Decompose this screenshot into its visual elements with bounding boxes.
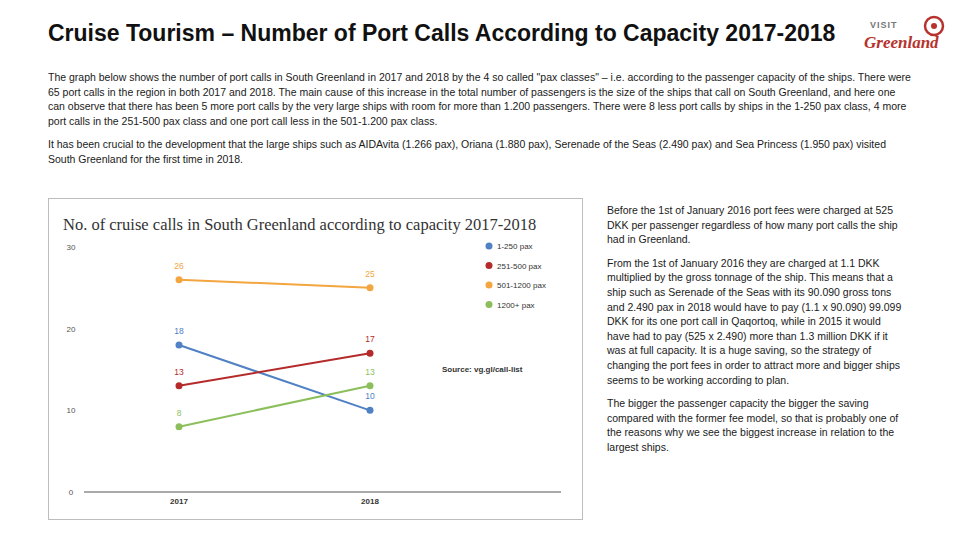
tick-mark: [81, 328, 84, 329]
legend-label: 501-1200 pax: [497, 281, 546, 290]
series-point: [176, 276, 183, 283]
intro-text: The graph below shows the number of port…: [48, 70, 914, 176]
series-point: [176, 423, 183, 430]
legend-marker: [486, 282, 493, 289]
logo: VISIT Greenland: [862, 12, 952, 56]
side-text: Before the 1st of January 2016 port fees…: [607, 203, 905, 464]
series-point: [367, 382, 374, 389]
chart-frame: No. of cruise calls in South Greenland a…: [48, 198, 583, 520]
tick-mark: [81, 247, 84, 248]
series-line: [179, 386, 370, 427]
data-label: 13: [365, 367, 375, 377]
legend-label: 1-250 pax: [497, 242, 533, 251]
y-tick-label: 20: [67, 325, 76, 334]
side-paragraph: From the 1st of January 2016 they are ch…: [607, 256, 905, 387]
x-tick-label: 2017: [170, 497, 188, 506]
y-tick-label: 30: [67, 243, 76, 252]
legend-marker: [486, 262, 493, 269]
title: Cruise Tourism – Number of Port Calls Ac…: [48, 20, 835, 47]
y-tick-label: 10: [67, 406, 76, 415]
tick-mark: [81, 410, 84, 411]
series-point: [367, 350, 374, 357]
x-axis-line: [84, 492, 561, 493]
legend-label: 1200+ pax: [497, 301, 535, 310]
side-paragraph: The bigger the passenger capacity the bi…: [607, 396, 905, 454]
data-label: 13: [174, 367, 184, 377]
series-point: [367, 284, 374, 291]
logo-svg: VISIT Greenland: [862, 12, 952, 56]
logo-bottom: Greenland: [864, 33, 939, 52]
legend-marker: [486, 301, 493, 308]
paragraph: It has been crucial to the development t…: [48, 137, 914, 166]
x-tick-label: 2018: [361, 497, 379, 506]
data-labels: 18 10 13 17 26 25 8 13: [174, 261, 375, 418]
legend-label: 251-500 pax: [497, 262, 541, 271]
annotation: Source: vg.gl/call-list: [442, 365, 523, 374]
series-line: [179, 345, 370, 410]
data-label: 17: [365, 334, 375, 344]
series-group: [176, 276, 374, 430]
series-point: [367, 407, 374, 414]
data-label: 10: [365, 391, 375, 401]
logo-icon-dot: [931, 23, 937, 29]
data-label: 8: [177, 408, 182, 418]
tick-mark: [81, 492, 84, 493]
series-point: [176, 342, 183, 349]
data-label: 26: [174, 261, 184, 271]
data-label: 18: [174, 326, 184, 336]
legend-marker: [486, 243, 493, 250]
logo-top: VISIT: [870, 20, 898, 30]
side-paragraph: Before the 1st of January 2016 port fees…: [607, 203, 905, 247]
slide: {"page": {"title": "Cruise Tourism – Num…: [0, 0, 960, 540]
chart-title: No. of cruise calls in South Greenland a…: [63, 215, 536, 234]
paragraph: The graph below shows the number of port…: [48, 70, 914, 128]
series-line: [179, 353, 370, 386]
series-line: [179, 280, 370, 288]
chart-svg: No. of cruise calls in South Greenland a…: [49, 199, 582, 519]
series-point: [176, 382, 183, 389]
y-tick-label: 0: [69, 488, 74, 497]
data-label: 25: [365, 269, 375, 279]
